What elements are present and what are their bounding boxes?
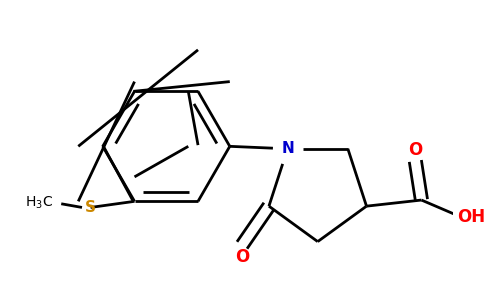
Text: N: N <box>281 141 294 156</box>
Text: H$_3$C: H$_3$C <box>25 194 53 211</box>
Text: O: O <box>235 248 249 266</box>
Text: O: O <box>408 141 423 159</box>
Text: OH: OH <box>457 208 484 226</box>
Text: S: S <box>85 200 96 215</box>
